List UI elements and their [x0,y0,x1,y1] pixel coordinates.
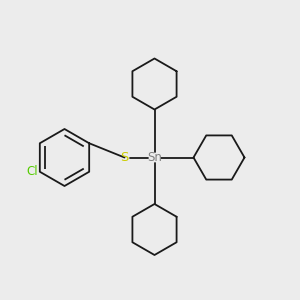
Text: S: S [120,151,129,164]
Text: Cl: Cl [27,165,38,178]
Text: Sn: Sn [147,151,162,164]
